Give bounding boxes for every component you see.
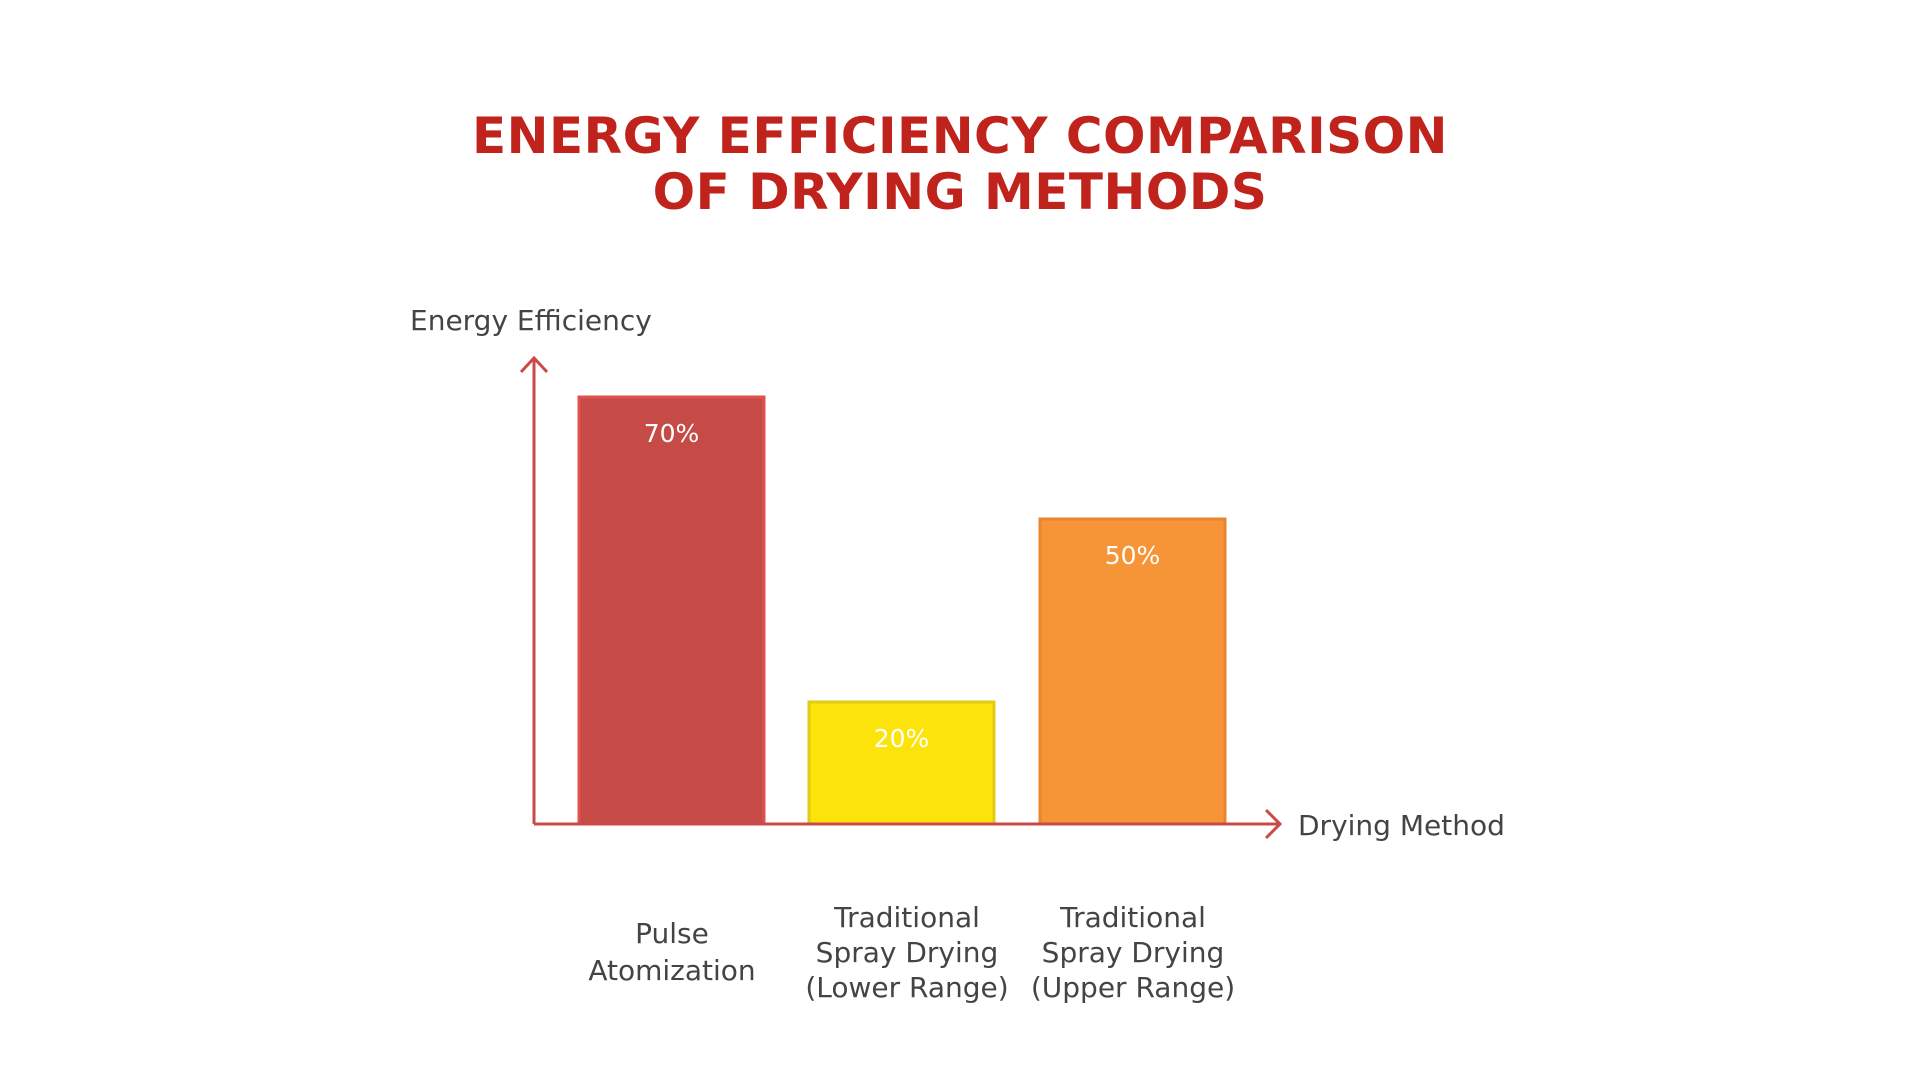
category-label-line: Traditional [1060,901,1206,934]
category-label-line: Spray Drying [1041,936,1225,969]
category-label-line: Pulse [635,917,709,950]
y-axis-label: Energy Efficiency [410,304,652,337]
bar [577,395,766,826]
x-axis-arrow-icon [1264,808,1283,840]
data-label: 20% [874,724,930,753]
chart-title-line-1: ENERGY EFFICIENCY COMPARISON [471,107,1449,165]
data-label: 70% [644,419,700,448]
x-axis-label: Drying Method [1298,809,1505,842]
y-axis-arrow-icon [519,355,549,374]
category-label-line: (Lower Range) [805,971,1009,1004]
data-label: 50% [1105,541,1161,570]
category-label-line: Traditional [834,901,980,934]
chart-title: ENERGY EFFICIENCY COMPARISON OF DRYING M… [0,108,1920,220]
category-label-line: (Upper Range) [1030,971,1236,1004]
category-label-line: Atomization [588,954,756,987]
chart-title-line-2: OF DRYING METHODS [652,163,1268,221]
category-label: Traditional Spray Drying (Lower Range) [757,900,1057,1005]
category-label: Traditional Spray Drying (Upper Range) [983,900,1283,1005]
category-label-line: Spray Drying [815,936,999,969]
category-label: Pulse Atomization [522,915,822,989]
bar [1038,517,1227,826]
bar [807,700,996,826]
